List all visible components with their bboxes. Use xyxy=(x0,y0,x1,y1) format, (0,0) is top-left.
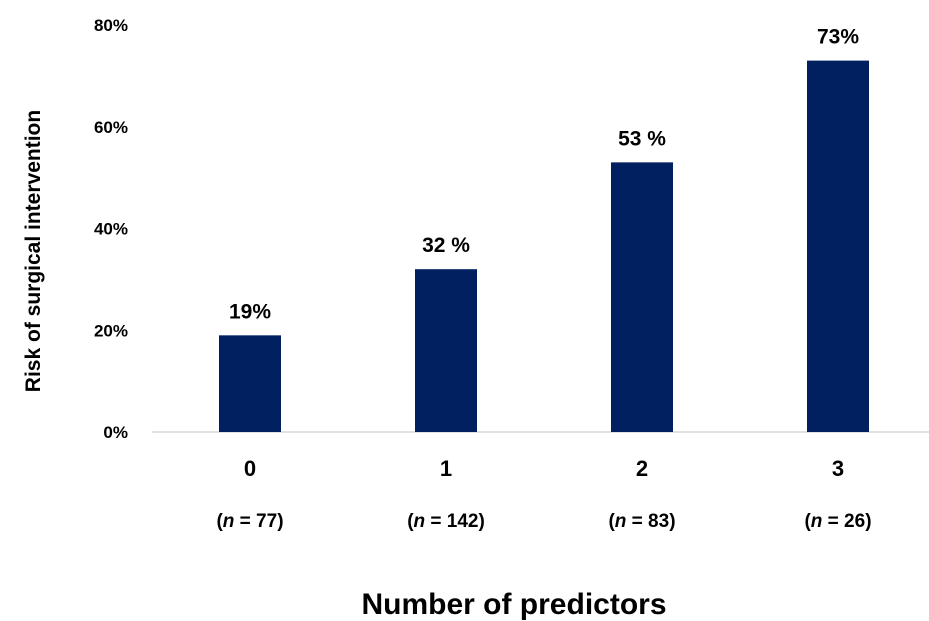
sample-size-labels: (n = 77) (n = 142) (n = 83) (n = 26) xyxy=(216,511,871,532)
data-label: 32 % xyxy=(422,234,470,257)
y-axis-title: Risk of surgical intervention xyxy=(22,110,45,392)
x-tick-label: 2 xyxy=(636,456,648,481)
y-tick-label: 80% xyxy=(94,16,128,35)
bar xyxy=(807,60,869,433)
x-axis-title: Number of predictors xyxy=(361,588,666,621)
x-axis-ticks: 0 1 2 3 xyxy=(244,456,844,481)
bars xyxy=(219,60,869,433)
y-tick-label: 60% xyxy=(94,118,128,137)
sample-size-label: (n = 142) xyxy=(407,511,485,532)
x-tick-label: 3 xyxy=(832,456,844,481)
data-label: 19% xyxy=(229,300,271,323)
data-labels: 19% 32 % 53 % 73% xyxy=(229,26,859,324)
y-tick-label: 20% xyxy=(94,321,128,340)
data-label: 73% xyxy=(817,26,859,49)
y-tick-label: 0% xyxy=(103,423,128,442)
x-tick-label: 1 xyxy=(440,456,452,481)
bar xyxy=(415,269,477,432)
x-tick-label: 0 xyxy=(244,456,256,481)
sample-size-label: (n = 83) xyxy=(608,511,675,532)
bar xyxy=(219,335,281,432)
sample-size-label: (n = 26) xyxy=(804,511,871,532)
bar xyxy=(611,162,673,433)
data-label: 53 % xyxy=(618,127,666,150)
y-axis-ticks: 0% 20% 40% 60% 80% xyxy=(94,16,128,442)
y-tick-label: 40% xyxy=(94,220,128,239)
sample-size-label: (n = 77) xyxy=(216,511,283,532)
